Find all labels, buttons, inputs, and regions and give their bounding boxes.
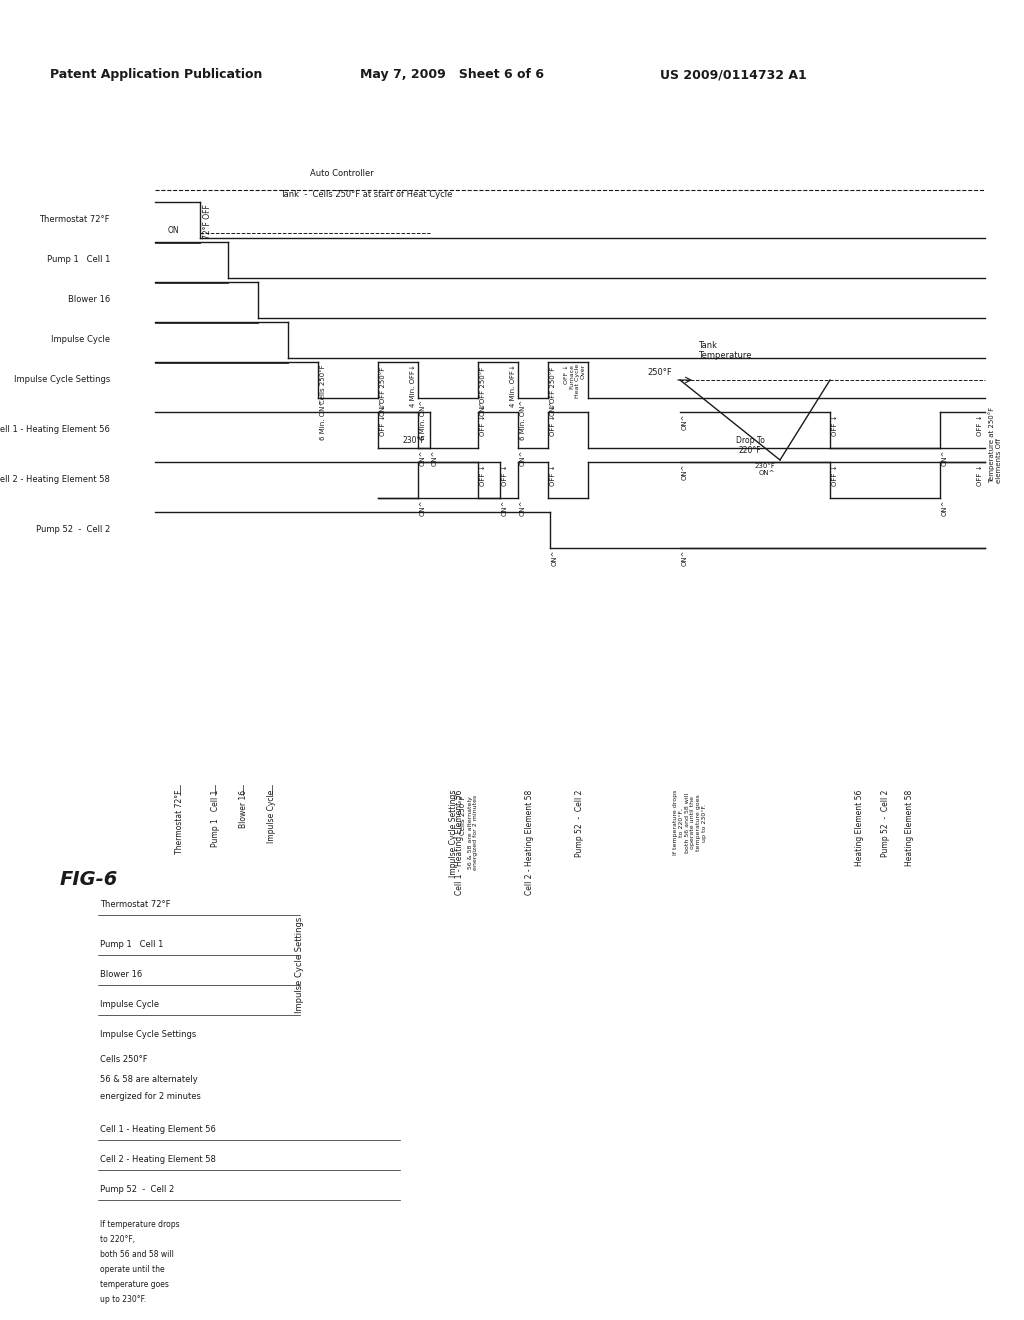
Text: Cell 1 - Heating Element 56: Cell 1 - Heating Element 56: [456, 789, 465, 895]
Text: ON^: ON^: [552, 550, 558, 566]
Text: FIG-6: FIG-6: [60, 870, 119, 888]
Text: If temperature drops: If temperature drops: [100, 1220, 179, 1229]
Text: Cells 250°F: Cells 250°F: [460, 795, 466, 834]
Text: Impulse Cycle Settings: Impulse Cycle Settings: [100, 1030, 197, 1039]
Text: 6 Min. ON^: 6 Min. ON^: [520, 400, 526, 441]
Text: up to 230°F.: up to 230°F.: [100, 1295, 146, 1304]
Text: Tank  -  Cells 250°F at start of Heat Cycle: Tank - Cells 250°F at start of Heat Cycl…: [280, 190, 453, 199]
Text: Pump 1   Cell 1: Pump 1 Cell 1: [211, 789, 219, 847]
Text: ON^: ON^: [682, 465, 688, 480]
Text: 230°F: 230°F: [402, 436, 425, 445]
Text: ON^: ON^: [682, 550, 688, 566]
Text: OFF ↓: OFF ↓: [550, 465, 556, 486]
Text: 6 Min. ON^: 6 Min. ON^: [319, 400, 326, 441]
Text: Impulse Cycle Settings: Impulse Cycle Settings: [295, 917, 304, 1014]
Text: ON^: ON^: [682, 414, 688, 430]
Text: temperature goes: temperature goes: [100, 1280, 169, 1290]
Text: 56 & 58 are alternately
energized for 2 minutes: 56 & 58 are alternately energized for 2 …: [468, 795, 478, 870]
Text: Blower 16: Blower 16: [239, 789, 248, 828]
Text: OFF ↓: OFF ↓: [831, 465, 838, 486]
Text: operate until the: operate until the: [100, 1265, 165, 1274]
Text: ON^: ON^: [520, 450, 526, 466]
Text: Heating Element 56: Heating Element 56: [855, 789, 864, 866]
Text: ON^: ON^: [480, 400, 486, 417]
Text: Blower 16: Blower 16: [68, 296, 110, 305]
Text: OFF ↓: OFF ↓: [977, 465, 983, 486]
Text: Pump 52  -  Cell 2: Pump 52 - Cell 2: [575, 789, 585, 858]
Text: 56 & 58 are alternately: 56 & 58 are alternately: [100, 1074, 198, 1084]
Text: ON^: ON^: [420, 450, 426, 466]
Text: Impulse Cycle: Impulse Cycle: [100, 1001, 159, 1008]
Text: Pump 52  -  Cell 2: Pump 52 - Cell 2: [881, 789, 890, 858]
Text: both 56 and 58 will: both 56 and 58 will: [100, 1250, 174, 1259]
Text: Blower 16: Blower 16: [100, 970, 142, 979]
Text: OFF ↓: OFF ↓: [480, 465, 486, 486]
Text: Drop To
220°F: Drop To 220°F: [735, 436, 765, 455]
Text: OFF ↓: OFF ↓: [502, 465, 508, 486]
Text: OFF ↓: OFF ↓: [550, 414, 556, 436]
Text: Thermostat 72°F: Thermostat 72°F: [175, 789, 184, 854]
Text: 4 Min. OFF↓: 4 Min. OFF↓: [410, 364, 416, 407]
Text: OFF ↓: OFF ↓: [480, 414, 486, 436]
Text: ON^: ON^: [942, 500, 948, 516]
Text: Pump 1   Cell 1: Pump 1 Cell 1: [47, 256, 110, 264]
Text: ON^: ON^: [432, 450, 438, 466]
Text: ON^: ON^: [380, 400, 386, 417]
Text: Cells 250°F: Cells 250°F: [100, 1055, 147, 1064]
Text: Impulse Cycle: Impulse Cycle: [51, 335, 110, 345]
Text: Patent Application Publication: Patent Application Publication: [50, 69, 262, 81]
Text: OFF ↓: OFF ↓: [977, 414, 983, 436]
Text: Thermostat 72°F: Thermostat 72°F: [40, 215, 110, 224]
Text: Cell 2 - Heating Element 58: Cell 2 - Heating Element 58: [525, 789, 535, 895]
Text: ON^: ON^: [502, 500, 508, 516]
Text: Auto Controller: Auto Controller: [310, 169, 374, 178]
Text: 6 Min. ON^: 6 Min. ON^: [420, 400, 426, 441]
Text: ON^: ON^: [942, 450, 948, 466]
Text: Pump 1   Cell 1: Pump 1 Cell 1: [100, 940, 164, 949]
Text: Cell 1 - Heating Element 56: Cell 1 - Heating Element 56: [100, 1125, 216, 1134]
Text: 4 Min. OFF↓: 4 Min. OFF↓: [510, 364, 516, 407]
Text: to 220°F,: to 220°F,: [100, 1236, 135, 1243]
Text: Temperature at 250°F
elements Off: Temperature at 250°F elements Off: [988, 407, 1001, 483]
Text: US 2009/0114732 A1: US 2009/0114732 A1: [660, 69, 807, 81]
Text: ON: ON: [168, 226, 179, 235]
Text: OFF ↓: OFF ↓: [380, 414, 386, 436]
Text: ON^: ON^: [420, 500, 426, 516]
Text: ON^: ON^: [520, 500, 526, 516]
Text: Cell 2 - Heating Element 58: Cell 2 - Heating Element 58: [0, 475, 110, 484]
Text: Pump 52  -  Cell 2: Pump 52 - Cell 2: [100, 1185, 174, 1195]
Text: energized for 2 minutes: energized for 2 minutes: [100, 1092, 201, 1101]
Text: Cells 250°F: Cells 250°F: [319, 364, 326, 404]
Text: 250°F: 250°F: [647, 368, 672, 378]
Text: Impulse Cycle Settings: Impulse Cycle Settings: [13, 375, 110, 384]
Text: ↓OFF 250°F: ↓OFF 250°F: [380, 367, 386, 409]
Text: May 7, 2009   Sheet 6 of 6: May 7, 2009 Sheet 6 of 6: [360, 69, 544, 81]
Text: ↓OFF 250°F: ↓OFF 250°F: [480, 367, 486, 409]
Text: Pump 52  -  Cell 2: Pump 52 - Cell 2: [36, 525, 110, 535]
Text: Impulse Cycle: Impulse Cycle: [267, 789, 276, 843]
Text: 72°F OFF: 72°F OFF: [203, 205, 212, 239]
Text: OFF ↓: OFF ↓: [831, 414, 838, 436]
Text: Heating Element 58: Heating Element 58: [905, 789, 914, 866]
Text: Cell 2 - Heating Element 58: Cell 2 - Heating Element 58: [100, 1155, 216, 1164]
Text: Impulse Cycle Settings: Impulse Cycle Settings: [449, 789, 458, 878]
Text: 230°F
ON^: 230°F ON^: [754, 463, 775, 477]
Text: Cell 1 - Heating Element 56: Cell 1 - Heating Element 56: [0, 425, 110, 434]
Text: Thermostat 72°F: Thermostat 72°F: [100, 900, 171, 909]
Text: ON^: ON^: [550, 400, 556, 417]
Text: ↓OFF 250°F: ↓OFF 250°F: [550, 367, 556, 409]
Text: If temperature drops
to 220°F,
both 56 and 58 will
operate until the
temperature: If temperature drops to 220°F, both 56 a…: [673, 789, 707, 855]
Text: OFF ↓
Furnace
Heat Cycle
Over: OFF ↓ Furnace Heat Cycle Over: [563, 364, 586, 399]
Text: Tank
Temperature: Tank Temperature: [698, 341, 752, 360]
